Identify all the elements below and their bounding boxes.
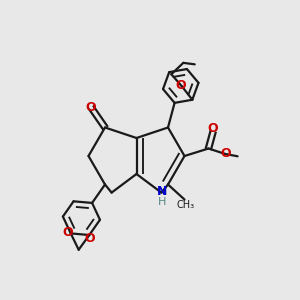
Text: O: O <box>85 100 96 114</box>
Text: O: O <box>62 226 73 239</box>
Text: O: O <box>208 122 218 136</box>
Text: O: O <box>176 79 186 92</box>
Text: N: N <box>157 185 167 198</box>
Text: H: H <box>158 196 166 207</box>
Text: O: O <box>220 147 231 160</box>
Text: O: O <box>85 232 95 245</box>
Text: CH₃: CH₃ <box>176 200 194 210</box>
